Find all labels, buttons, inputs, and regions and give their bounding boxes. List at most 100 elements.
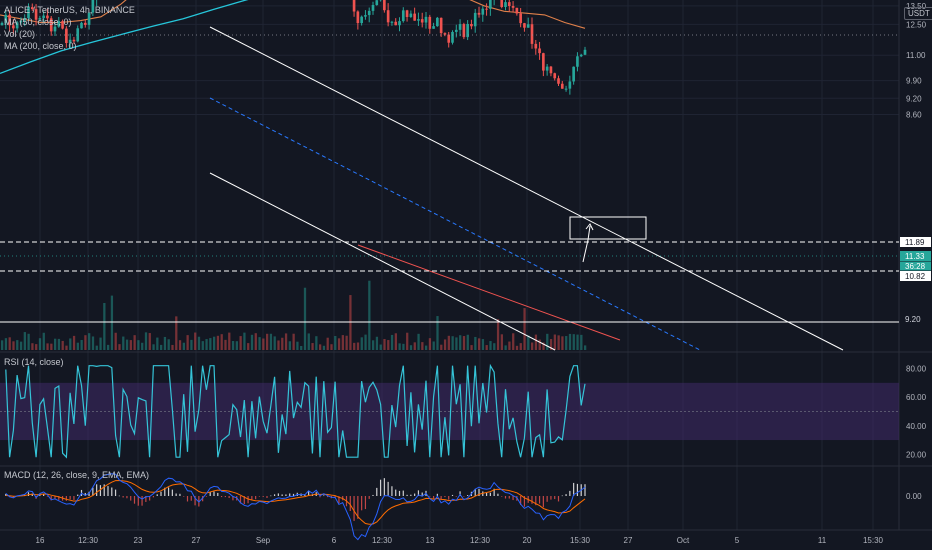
volume-bar	[504, 345, 507, 350]
volume-bar	[224, 339, 227, 350]
macd-histogram-bar	[368, 496, 370, 499]
candle-body	[439, 17, 443, 34]
volume-bar	[353, 342, 356, 350]
grid	[0, 0, 932, 531]
volume-bar	[258, 337, 261, 350]
ma50-line	[0, 0, 586, 29]
macd-histogram-bar	[338, 496, 340, 504]
volume-bar	[144, 332, 148, 350]
candle-body	[458, 24, 462, 30]
macd-histogram-bar	[512, 496, 514, 501]
candle-body	[466, 23, 469, 38]
macd-histogram-bar	[152, 496, 155, 498]
macd-histogram-bar	[160, 491, 162, 496]
macd-histogram-bar	[455, 496, 457, 497]
macd-histogram-bar	[508, 496, 510, 499]
macd-histogram-bar	[395, 489, 397, 496]
volume-bar	[584, 345, 587, 350]
volume-bar	[273, 336, 276, 350]
volume-bar	[125, 339, 129, 350]
price-tag-label: 10.82	[905, 272, 926, 281]
volume-bar	[549, 339, 553, 350]
volume-bar	[190, 339, 193, 350]
macd-histogram-bar	[96, 484, 98, 496]
macd-histogram-bar	[92, 487, 94, 496]
volume-bar	[402, 343, 405, 350]
volume-bar	[500, 334, 503, 350]
currency-badge[interactable]: USDT	[904, 7, 932, 20]
volume-bar	[163, 336, 167, 350]
candle-body	[394, 21, 398, 26]
macd-histogram-bar	[239, 496, 242, 504]
volume-bar	[201, 341, 204, 350]
macd-histogram-bar	[474, 488, 476, 496]
volume-bar	[326, 337, 329, 350]
macd-histogram-bar	[489, 492, 491, 496]
volume-bar	[345, 335, 348, 350]
macd-histogram-bar	[417, 490, 420, 496]
macd-histogram-bar	[107, 486, 109, 496]
macd-histogram-bar	[217, 492, 219, 496]
macd-histogram-bar	[353, 496, 355, 521]
macd-histogram-bar	[164, 487, 166, 496]
volume-bar	[231, 340, 235, 350]
candle-body	[61, 21, 64, 29]
channel-upper-line	[209, 26, 844, 351]
macd-histogram-bar	[349, 496, 351, 511]
macd-histogram-bar	[175, 493, 177, 496]
volume-bar	[194, 332, 197, 350]
price-tag-bg	[900, 314, 931, 324]
indicator-lines	[0, 0, 586, 75]
volume-bar	[12, 341, 15, 350]
volume-bar	[398, 343, 401, 350]
macd-histogram-bar	[410, 494, 412, 496]
candle-body	[534, 43, 538, 49]
volume-bar	[330, 344, 333, 350]
macd-histogram-bar	[205, 496, 208, 497]
macd-histogram-bar	[84, 492, 86, 496]
candle-body	[428, 16, 432, 29]
volume-bar	[110, 295, 114, 350]
macd-histogram-bar	[504, 496, 507, 499]
macd-histogram-bar	[406, 494, 408, 496]
candle-body	[564, 88, 568, 90]
macd-histogram-bar	[542, 496, 544, 508]
macd-histogram-bar	[179, 493, 181, 496]
macd-histogram-bar	[277, 493, 279, 496]
macd-histogram-bar	[387, 481, 389, 496]
volume-bar	[80, 339, 83, 350]
candle-body	[515, 7, 519, 14]
price-tag-bg	[900, 237, 931, 247]
macd-histogram-bar	[478, 488, 480, 496]
volume-bar	[42, 332, 45, 350]
macd-histogram-bar	[520, 496, 522, 505]
macd-histogram-bar	[485, 492, 488, 496]
macd-histogram-bar	[262, 496, 264, 497]
candle-body	[511, 6, 515, 8]
macd-histogram-bar	[194, 496, 196, 506]
volume-bar	[107, 344, 110, 350]
macd-histogram-bar	[535, 496, 537, 506]
time-tick-label: 27	[192, 536, 201, 545]
volume-bar	[156, 337, 159, 350]
macd-histogram-bar	[383, 478, 385, 496]
rsi-tick-label: 20.00	[906, 450, 927, 459]
macd-histogram-bar	[65, 496, 67, 501]
macd-histogram-bar	[27, 492, 30, 496]
candle-body	[386, 10, 390, 23]
volume-bar	[512, 333, 515, 350]
volume-bar	[455, 337, 458, 350]
volume-bar	[561, 336, 564, 350]
macd-histogram-bar	[12, 496, 14, 498]
candle-body	[352, 0, 356, 12]
macd-histogram-bar	[228, 496, 230, 499]
macd-histogram-bar	[251, 496, 253, 500]
volume-bar	[356, 342, 360, 350]
volume-bar	[57, 338, 61, 350]
macd-histogram-bar	[361, 496, 363, 511]
vol-legend: Vol (20)	[4, 29, 36, 39]
candle-body	[401, 10, 405, 22]
candle-body	[560, 83, 564, 89]
volume-bar	[160, 344, 163, 350]
